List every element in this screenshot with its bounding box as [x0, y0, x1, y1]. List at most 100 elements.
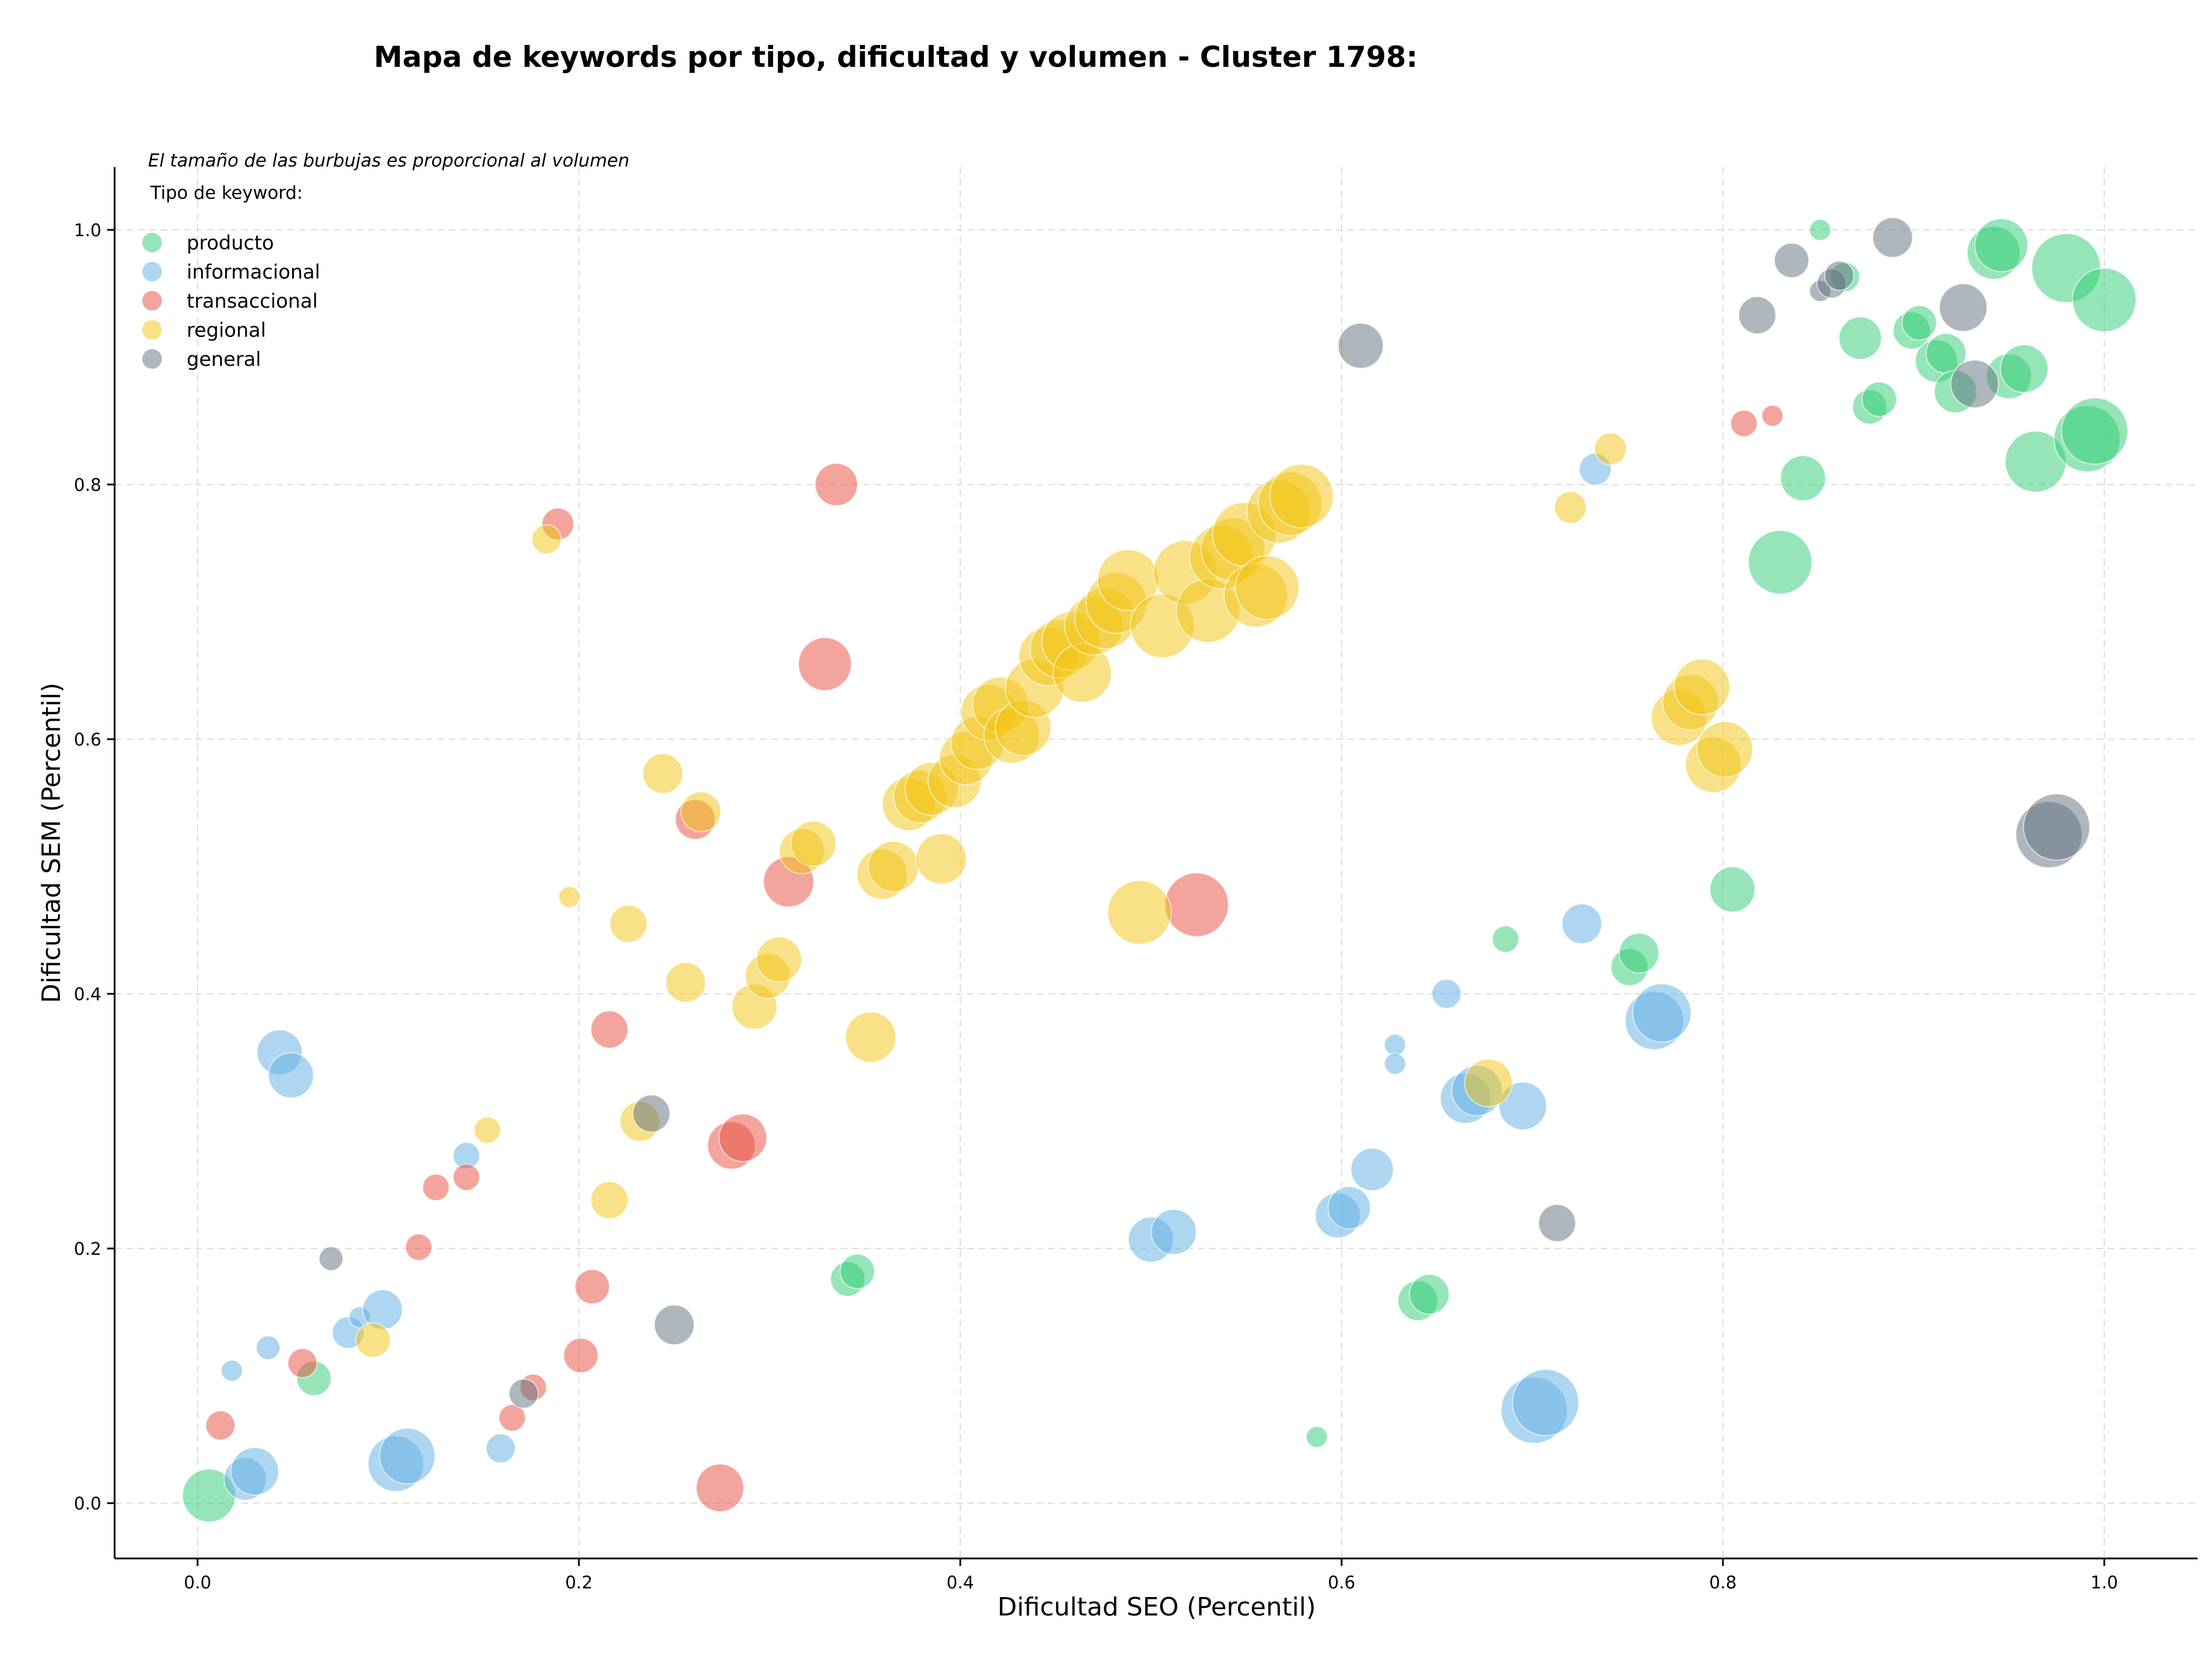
grid-lines [115, 167, 2198, 1558]
bubble-general [2022, 793, 2090, 861]
bubble-regional [1554, 491, 1587, 524]
bubble-transaccional [718, 1113, 768, 1163]
bubble-informacional [1431, 978, 1462, 1009]
bubble-transaccional [590, 1010, 629, 1049]
bubble-general [654, 1304, 695, 1346]
bubble-general [1537, 1204, 1577, 1243]
bubble-regional [665, 962, 706, 1003]
legend-marker-general [142, 349, 162, 369]
bubble-informacional [1561, 903, 1603, 944]
y-tick-label: 0.6 [74, 730, 101, 750]
bubble-producto [1861, 381, 1897, 417]
bubble-regional [642, 753, 684, 794]
bubble-transaccional [404, 1233, 433, 1261]
bubble-producto [1809, 218, 1832, 241]
bubble-informacional [255, 1335, 281, 1361]
bubble-transaccional [287, 1348, 318, 1379]
bubble-producto [1999, 344, 2049, 394]
bubble-producto [1748, 529, 1813, 595]
legend-marker-transaccional [142, 291, 162, 311]
y-tick-label: 0.4 [74, 985, 101, 1005]
bubble-producto [2071, 267, 2137, 332]
bubble-regional [1234, 555, 1300, 620]
bubble-transaccional [797, 637, 852, 691]
bubble-transaccional [1164, 872, 1229, 937]
bubble-informacional [230, 1447, 279, 1496]
bubble-informacional [1150, 1209, 1197, 1255]
bubble-producto [1838, 316, 1883, 360]
bubble-regional [756, 936, 802, 983]
bubble-informacional [1350, 1148, 1394, 1191]
bubble-regional [1696, 721, 1753, 778]
legend-label-regional: regional [187, 319, 266, 342]
y-axis-label: Dificultad SEM (Percentil) [37, 683, 66, 1003]
bubble-regional [1594, 432, 1627, 466]
bubble-producto [1709, 866, 1756, 913]
legend-label-general: general [187, 348, 261, 371]
bubble-informacional [1498, 1081, 1547, 1130]
bubble-informacional [1384, 1034, 1407, 1056]
legend-label-transaccional: transaccional [187, 290, 318, 313]
x-tick-label: 0.8 [1709, 1573, 1737, 1593]
x-tick-label: 0.0 [184, 1573, 211, 1593]
bubble-informacional [1327, 1186, 1372, 1230]
legend-label-producto: producto [187, 232, 274, 255]
bubble-producto [1779, 455, 1827, 502]
bubble-transaccional [1761, 404, 1784, 427]
bubble-informacional [485, 1433, 516, 1464]
bubble-informacional [268, 1052, 315, 1099]
bubble-regional [531, 524, 562, 555]
bubble-regional [558, 886, 581, 909]
bubble-producto [1618, 932, 1660, 974]
bubble-regional [1673, 659, 1730, 716]
x-tick-label: 0.4 [946, 1573, 974, 1593]
bubble-transaccional [452, 1163, 480, 1191]
bubble-producto [1491, 925, 1520, 953]
bubble-general [1938, 283, 1988, 332]
bubble-regional [355, 1322, 391, 1359]
bubble-producto [839, 1253, 876, 1289]
bubble-informacional [1384, 1053, 1407, 1075]
bubble-producto [1974, 218, 2029, 273]
bubble-regional [474, 1116, 502, 1144]
legend-marker-producto [142, 233, 162, 252]
bubble-informacional [1632, 983, 1692, 1043]
x-tick-label: 0.2 [565, 1573, 593, 1593]
bubble-producto [1902, 305, 1937, 341]
bubble-informacional [378, 1427, 436, 1485]
bubble-transaccional [1730, 409, 1758, 437]
x-tick-label: 0.6 [1328, 1573, 1355, 1593]
bubble-general [1950, 360, 1999, 408]
bubble-general [1872, 217, 1914, 258]
legend-marker-informacional [142, 262, 162, 282]
bubble-regional [609, 905, 648, 943]
legend-label-informacional: informacional [187, 261, 320, 284]
bubble-regional [590, 1181, 629, 1220]
bubble-regional [1107, 880, 1172, 945]
bubble-general [632, 1094, 671, 1133]
y-tick-label: 1.0 [74, 221, 101, 241]
bubble-general [319, 1246, 344, 1272]
bubble-transaccional [563, 1337, 599, 1374]
bubble-general [1338, 323, 1384, 369]
legend-title: Tipo de keyword: [150, 183, 303, 203]
bubble-transaccional [205, 1410, 236, 1441]
bubble-regional [915, 833, 967, 885]
bubble-producto [1408, 1274, 1450, 1315]
bubble-transaccional [422, 1173, 450, 1201]
bubble-transaccional [574, 1269, 611, 1305]
bubble-general [508, 1378, 539, 1409]
bubble-regional [680, 791, 722, 833]
bubble-general [1824, 260, 1855, 291]
y-axis-ticks: 0.0 0.2 0.4 0.6 0.8 1.0 [74, 221, 115, 1514]
y-tick-label: 0.2 [74, 1239, 101, 1259]
bubble-informacional [1512, 1368, 1580, 1436]
legend: producto informacional transaccional region… [142, 232, 320, 371]
bubble-transaccional [815, 463, 858, 506]
bubble-transaccional [695, 1463, 745, 1512]
bubble-size-note: El tamaño de las burbujas es proporciona… [148, 150, 630, 171]
x-axis-ticks: 0.0 0.2 0.4 0.6 0.8 1.0 [184, 1558, 2118, 1593]
bubble-informacional [221, 1359, 243, 1382]
bubble-general [1774, 243, 1810, 278]
bubble-regional [868, 841, 919, 892]
